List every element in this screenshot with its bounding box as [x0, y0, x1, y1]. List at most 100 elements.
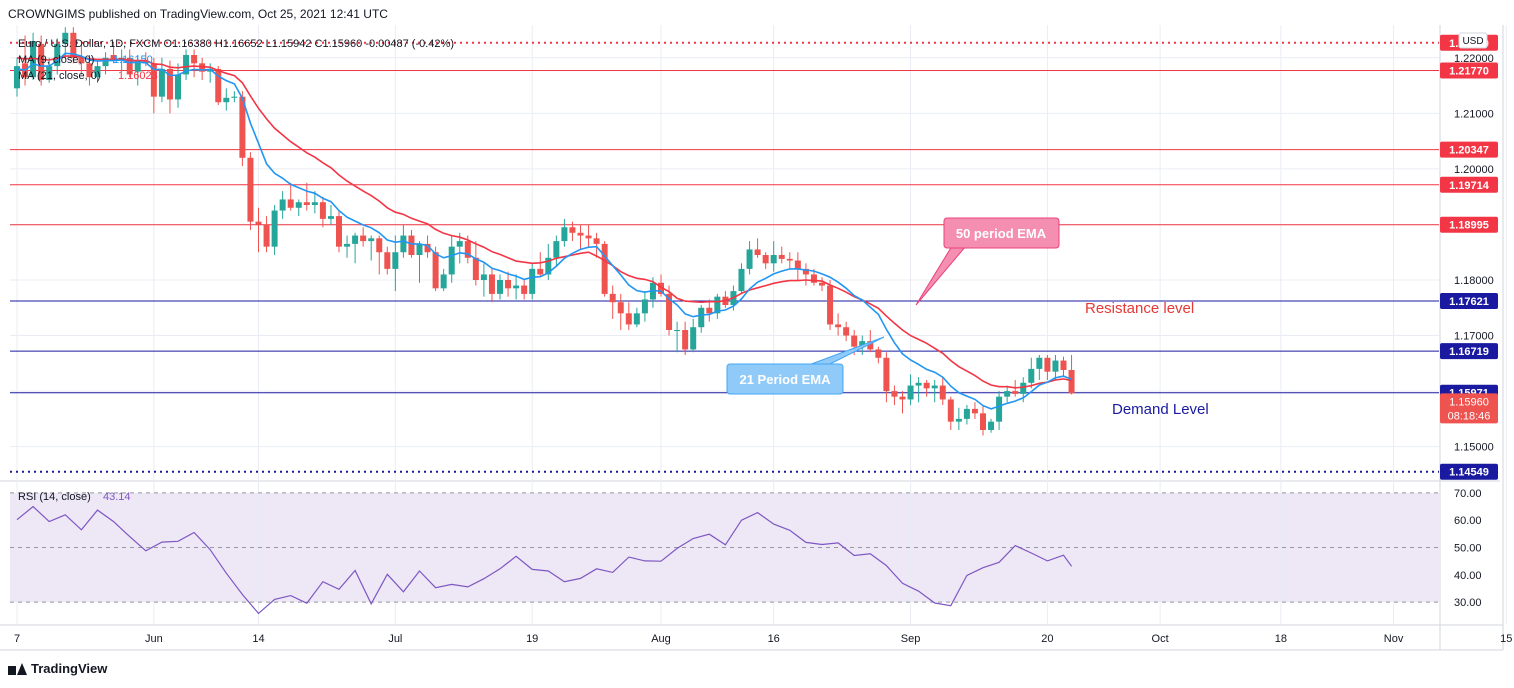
level-price-label: 1.14549 — [1449, 467, 1489, 479]
candle-down — [408, 235, 415, 255]
candle-down — [239, 96, 246, 158]
candle-up — [497, 280, 503, 294]
candle-down — [303, 202, 310, 205]
legend-symbol: Euro / U.S. Dollar, 1D, FXCM O1.16380 H1… — [18, 38, 454, 50]
candle-down — [110, 55, 117, 61]
candle-down — [255, 221, 262, 225]
legend-ma21-value: 1.16023 — [118, 70, 158, 82]
candle-down — [1012, 391, 1019, 394]
legend-rsi-value: 43.14 — [103, 491, 131, 503]
candle-down — [537, 268, 544, 275]
candle-up — [158, 68, 165, 97]
candle-up — [698, 307, 705, 328]
candle-down — [762, 255, 769, 264]
candle-down — [601, 243, 608, 294]
price-tick-label: 1.15000 — [1454, 442, 1494, 454]
candle-down — [464, 241, 471, 258]
candle-down — [980, 413, 986, 430]
candle-up — [416, 243, 423, 255]
candle-down — [625, 313, 632, 325]
last-price-label: 1.15960 — [1449, 396, 1489, 408]
candle-up — [392, 252, 399, 269]
candle-up — [955, 418, 962, 422]
price-tick-label: 1.18000 — [1454, 275, 1494, 287]
horizontal-levels — [10, 41, 1439, 473]
ema21-callout-box — [726, 363, 844, 395]
rsi-tick-label: 70.00 — [1454, 488, 1482, 500]
candle-up — [295, 202, 302, 208]
candle-up — [931, 385, 938, 389]
axes-layer: 1.150001.160001.170001.180001.190001.200… — [14, 32, 1512, 645]
legend-ma9-value: 1.16150 — [113, 54, 153, 66]
candle-down — [706, 307, 713, 314]
candle-down — [1060, 360, 1067, 370]
candle-down — [682, 330, 689, 350]
time-tick-label: Oct — [1152, 633, 1169, 645]
price-tick-label: 1.17000 — [1454, 331, 1494, 343]
price-tick-label: 1.20000 — [1454, 164, 1494, 176]
legend-ma21-label: MA (21, close, 0) — [18, 70, 101, 82]
candle-down — [883, 357, 890, 392]
level-price-label: 1.20347 — [1449, 145, 1489, 157]
candle-up — [545, 257, 552, 275]
candle-up — [633, 313, 640, 325]
candle-up — [448, 246, 455, 275]
candle-down — [472, 257, 479, 280]
rsi-line — [16, 505, 1073, 615]
ema-21-line — [16, 52, 1072, 410]
ema50-callout-box — [943, 217, 1060, 249]
candle-up — [988, 421, 995, 430]
ema-lines — [16, 52, 1072, 410]
candle-down — [577, 232, 584, 236]
price-tick-label: 1.21000 — [1454, 108, 1494, 120]
level-price-label-bg — [1440, 176, 1498, 193]
candle-up — [738, 268, 745, 292]
candle-up — [46, 66, 53, 80]
candle-down — [126, 57, 133, 75]
time-tick-label: Sep — [901, 633, 921, 645]
countdown-label: 08:18:46 — [1448, 410, 1491, 422]
annotations-layer: 50 period EMA 21 Period EMA Resistance lev… — [726, 217, 1209, 418]
candle-down — [1044, 357, 1051, 372]
candle-down — [38, 43, 45, 80]
ema50-callout-tail — [915, 245, 968, 306]
candle-down — [658, 282, 664, 294]
candle-down — [851, 335, 858, 347]
candle-down — [939, 385, 946, 400]
candle-up — [553, 241, 560, 258]
tradingview-brand: TradingView — [31, 661, 108, 676]
candle-down — [1068, 370, 1075, 394]
candle-up — [456, 241, 463, 247]
ema-50-line — [16, 55, 1072, 389]
candle-down — [505, 280, 512, 289]
tradingview-logo[interactable]: TradingView — [8, 661, 107, 676]
candle-up — [14, 66, 20, 89]
time-tick-label: 7 — [14, 633, 20, 645]
candle-up — [30, 41, 37, 78]
candle-up — [561, 227, 568, 242]
tradingview-mark-icon — [8, 662, 27, 675]
candle-up — [102, 57, 109, 67]
candle-down — [593, 238, 600, 244]
level-price-label: 1.18995 — [1449, 220, 1489, 232]
level-price-label: 1.16719 — [1449, 346, 1489, 358]
candle-down — [199, 63, 206, 72]
candle-down — [666, 293, 673, 330]
candle-up — [183, 55, 190, 75]
candle-up — [714, 296, 721, 314]
time-tick-label: 16 — [768, 633, 780, 645]
candle-up — [175, 74, 181, 100]
candle-down — [867, 341, 874, 350]
candle-up — [231, 96, 238, 98]
currency-tag: USD — [1462, 36, 1483, 47]
time-tick-label: Jun — [145, 633, 163, 645]
resistance-level-label: Resistance level — [1085, 300, 1194, 317]
candle-up — [62, 32, 69, 44]
candle-down — [899, 396, 906, 400]
candle-down — [778, 255, 785, 259]
candle-down — [360, 235, 367, 242]
candle-down — [150, 63, 157, 97]
candle-up — [352, 235, 359, 244]
last-price-bg — [1440, 393, 1498, 424]
